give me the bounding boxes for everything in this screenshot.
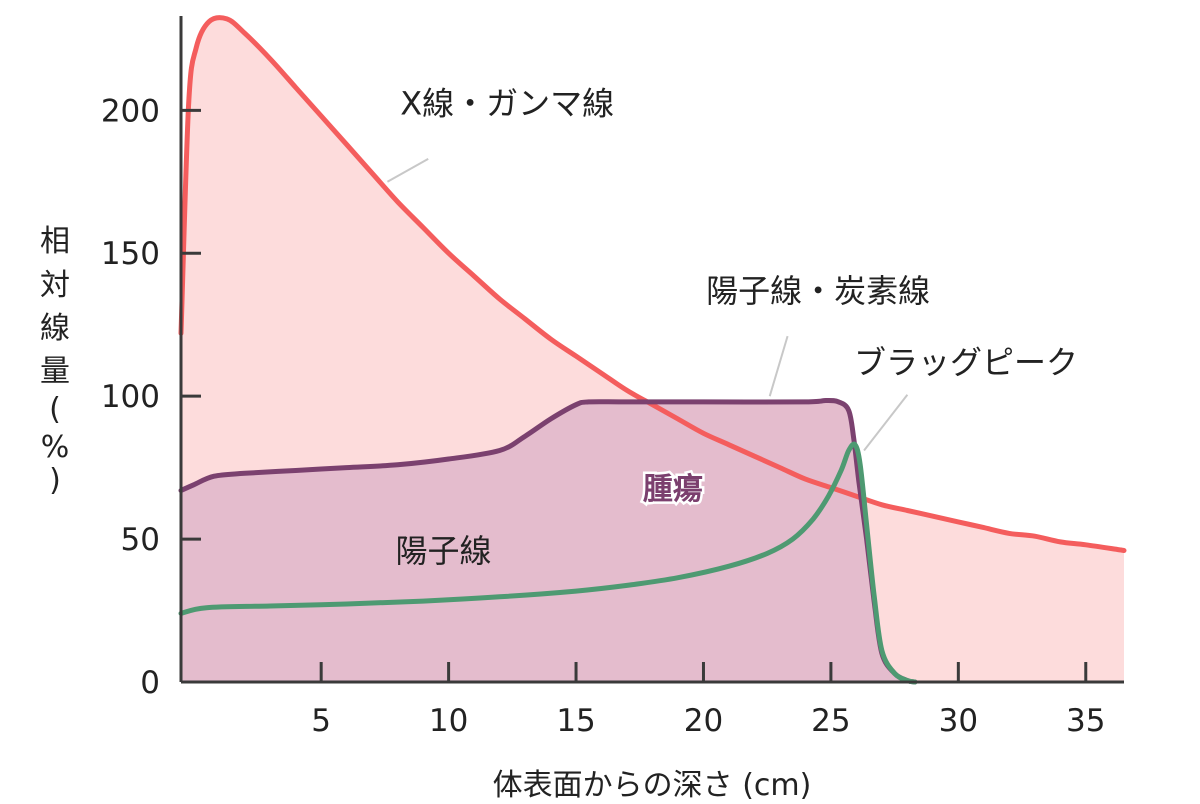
area-fills [181, 17, 1124, 683]
x-axis-title: 体表面からの深さ (cm) [493, 768, 812, 803]
x-tick-label-10: 10 [429, 703, 468, 739]
tumor-region-label: 腫瘍 [643, 472, 703, 507]
series-lines [178, 15, 1127, 685]
annotation-label-3: 陽子線 [396, 532, 492, 570]
axes: 0 50 100 150 200 5 10 15 20 25 30 35 [101, 16, 1124, 739]
bragg-peak-line [178, 441, 918, 685]
y-axis-title-char-0: 相 [40, 224, 70, 259]
x-tick-label-15: 15 [556, 703, 595, 739]
y-tick-label-0: 0 [140, 665, 160, 701]
x-tick-label-35: 35 [1066, 703, 1105, 739]
proton-carbon-area [181, 400, 915, 682]
annotation-leader-2 [863, 394, 909, 452]
y-axis-title-char-5: % [41, 430, 70, 465]
x-tick-label-5: 5 [311, 703, 331, 739]
y-tick-label-200: 200 [101, 93, 160, 129]
annotation-leader-1 [768, 335, 789, 397]
y-tick-label-100: 100 [101, 379, 160, 415]
annotation-leaders [386, 158, 909, 452]
annotation-label-2: ブラッグピーク [854, 343, 1078, 381]
x-tick-label-25: 25 [811, 703, 850, 739]
y-tick-label-50: 50 [121, 522, 160, 558]
y-axis-title-char-1: 対 [40, 268, 70, 303]
y-tick-label-150: 150 [101, 236, 160, 272]
annotation-label-0: X線・ガンマ線 [400, 85, 614, 123]
y-axis-title-char-2: 線 [40, 311, 70, 346]
y-axis-title-char-4: ( [49, 392, 61, 427]
annotation-leader-0 [386, 158, 429, 183]
x-tick-label-30: 30 [939, 703, 978, 739]
annotation-label-1: 陽子線・炭素線 [706, 272, 930, 310]
y-axis-title-char-6: ) [49, 463, 61, 498]
x-tick-label-20: 20 [684, 703, 723, 739]
xray-gamma-line [178, 15, 1127, 553]
y-axis-title-char-3: 量 [40, 354, 70, 389]
